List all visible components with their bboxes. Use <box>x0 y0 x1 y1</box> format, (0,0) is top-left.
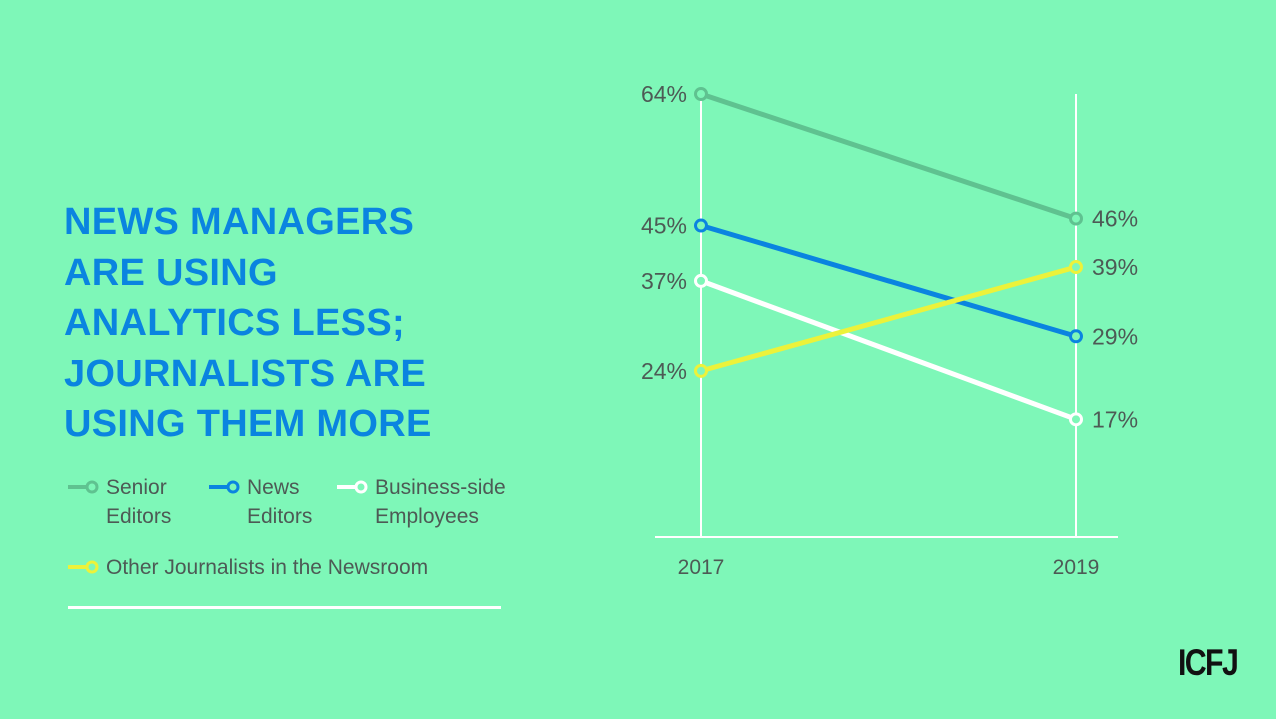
data-label-1-0: 45% <box>641 213 687 239</box>
legend-swatch-news-editors <box>209 480 240 494</box>
chart-title: NEWS MANAGERS ARE USING ANALYTICS LESS; … <box>64 197 534 450</box>
legend-item-other-journalists: Other Journalists in the Newsroom <box>68 553 428 582</box>
legend-label: Business-side Employees <box>375 476 506 528</box>
data-label-3-1: 39% <box>1092 254 1138 280</box>
series-line-2 <box>698 278 1079 422</box>
data-label-0-1: 46% <box>1092 206 1138 232</box>
divider-line <box>68 606 501 609</box>
data-point-2-1 <box>1069 412 1083 427</box>
title-line: ANALYTICS LESS; <box>64 302 405 344</box>
legend-item-business-side-employees: Business-side Employees <box>337 473 506 531</box>
data-label-1-1: 29% <box>1092 323 1138 349</box>
legend-item-senior-editors: Senior Editors <box>68 473 171 531</box>
x-tick-label-2019: 2019 <box>1053 556 1100 579</box>
data-point-0-0 <box>694 87 708 101</box>
legend-label: Senior Editors <box>106 476 172 528</box>
legend-swatch-senior-editors <box>68 480 99 494</box>
legend-swatch-marker <box>354 480 368 494</box>
data-point-0-1 <box>1069 211 1083 226</box>
title-line: JOURNALISTS ARE <box>64 352 427 395</box>
legend-item-news-editors: News Editors <box>209 473 312 531</box>
chart-labels: 64% 46% 45% 29% 37% 17% 24% 39% <box>641 81 1138 432</box>
title-line: ARE USING <box>64 251 278 294</box>
series-line-3 <box>698 264 1079 374</box>
legend-swatch-marker <box>226 480 240 494</box>
legend-swatch-marker <box>85 480 99 494</box>
data-label-2-0: 37% <box>641 268 687 294</box>
legend-label: Other Journalists in the Newsroom <box>106 556 429 579</box>
data-point-1-1 <box>1069 329 1083 344</box>
series-line-1 <box>698 223 1079 339</box>
chart-series <box>694 87 1083 427</box>
x-tick-label-2017: 2017 <box>678 556 725 579</box>
data-point-3-0 <box>694 363 708 378</box>
data-label-0-0: 64% <box>641 81 687 107</box>
chart-axes: 2017 2019 <box>655 94 1118 579</box>
legend-label: News Editors <box>247 476 313 528</box>
data-point-1-0 <box>694 218 708 233</box>
data-label-3-0: 24% <box>641 358 687 384</box>
title-line: USING THEM MORE <box>64 403 432 445</box>
legend-swatch-business-side <box>337 480 368 494</box>
series-line-0 <box>698 91 1079 222</box>
data-label-2-1: 17% <box>1092 406 1138 432</box>
legend-swatch-marker <box>85 560 99 574</box>
data-point-3-1 <box>1069 260 1083 275</box>
title-line: NEWS MANAGERS <box>64 201 415 243</box>
icfj-logo: ICFJ <box>1178 642 1239 683</box>
data-point-2-0 <box>694 273 708 288</box>
legend-swatch-other-journalists <box>68 560 99 574</box>
